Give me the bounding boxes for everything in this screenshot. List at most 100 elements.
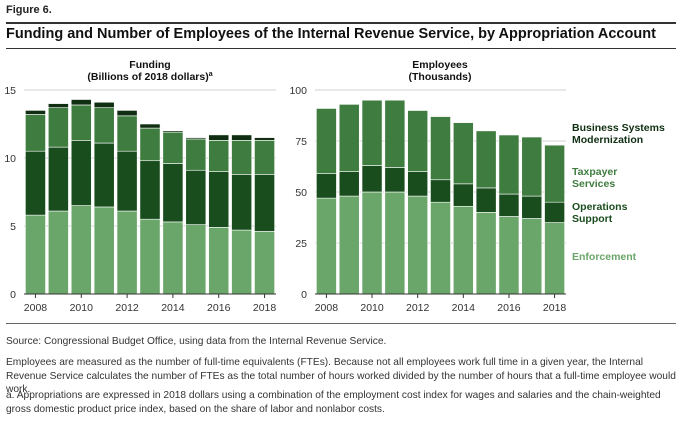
employees-bar-operations-support	[430, 179, 451, 203]
funding-bar-bsm	[139, 123, 161, 129]
funding-bar-taxpayer-services	[70, 104, 92, 141]
funding-bar-operations-support	[139, 160, 161, 220]
legend-label-taxpayer-services: Services	[572, 178, 615, 190]
funding-bar-bsm	[162, 130, 184, 133]
employees-xtick-label: 2016	[497, 302, 521, 314]
funding-xtick-label: 2016	[207, 302, 231, 314]
funding-bar-enforcement	[93, 206, 115, 295]
employees-bar-taxpayer-services	[407, 110, 429, 172]
figure-title: Funding and Number of Employees of the I…	[6, 26, 656, 42]
employees-bar-bsm	[498, 133, 520, 136]
funding-bar-taxpayer-services	[116, 115, 138, 152]
funding-bar-enforcement	[254, 231, 275, 295]
funding-chart-title: Funding	[129, 59, 170, 71]
employees-bar-taxpayer-services	[544, 144, 565, 203]
employees-bar-taxpayer-services	[430, 116, 451, 181]
employees-bar-bsm	[338, 103, 360, 105]
legend-label-bsm: Modernization	[572, 134, 643, 146]
employees-bar-bsm	[384, 99, 406, 101]
employees-bar-enforcement	[384, 191, 406, 295]
funding-bar-enforcement	[231, 229, 253, 295]
employees-bar-enforcement	[338, 195, 360, 295]
employees-bar-enforcement	[498, 216, 520, 295]
funding-bar-enforcement	[47, 210, 69, 295]
employees-bar-operations-support	[452, 183, 474, 207]
footnote-a: a. Appropriations are expressed in 2018 …	[6, 390, 661, 415]
funding-bar-enforcement	[25, 214, 46, 295]
notes-rule	[6, 323, 676, 324]
employees-bar-operations-support	[544, 201, 565, 223]
employees-bar-enforcement	[361, 191, 383, 295]
funding-chart-subtitle: (Billions of 2018 dollars)a	[87, 71, 212, 83]
employees-bar-taxpayer-services	[338, 103, 360, 172]
legend-label-enforcement: Enforcement	[572, 251, 637, 263]
employees-bar-operations-support	[384, 167, 406, 193]
funding-bar-enforcement	[139, 218, 161, 295]
funding-bar-taxpayer-services	[162, 131, 184, 164]
funding-bar-taxpayer-services	[208, 140, 230, 172]
funding-bar-operations-support	[254, 174, 275, 232]
employees-chart-title: Employees	[412, 59, 468, 71]
employees-xtick-label: 2008	[315, 302, 339, 314]
funding-bar-bsm	[25, 110, 46, 115]
funding-bar-bsm	[185, 137, 207, 140]
funding-bar-enforcement	[116, 210, 138, 295]
employees-bar-taxpayer-services	[361, 99, 383, 166]
funding-xtick-label: 2008	[24, 302, 48, 314]
funding-bar-operations-support	[185, 169, 207, 225]
funding-bar-operations-support	[47, 146, 69, 212]
funding-ytick-label: 5	[10, 221, 16, 233]
funding-bar-taxpayer-services	[231, 140, 253, 175]
funding-bar-taxpayer-services	[254, 140, 275, 175]
funding-ytick-label: 15	[4, 85, 16, 97]
funding-xtick-label: 2014	[161, 302, 185, 314]
source-note: Source: Congressional Budget Office, usi…	[6, 336, 387, 347]
funding-bar-bsm	[254, 137, 275, 141]
funding-bar-bsm	[208, 134, 230, 141]
employees-note: Employees are measured as the number of …	[6, 357, 676, 395]
employees-bar-taxpayer-services	[475, 130, 497, 189]
funding-bar-enforcement	[162, 221, 184, 295]
employees-bar-operations-support	[475, 187, 497, 213]
employees-xtick-label: 2010	[360, 302, 384, 314]
funding-bar-bsm	[231, 134, 253, 141]
legend-label-operations-support: Support	[572, 213, 613, 225]
employees-ytick-label: 0	[301, 289, 307, 301]
employees-bar-bsm	[361, 99, 383, 101]
employees-bar-operations-support	[316, 173, 337, 199]
funding-bar-operations-support	[93, 142, 115, 208]
employees-xtick-label: 2018	[543, 302, 567, 314]
funding-bar-operations-support	[231, 174, 253, 231]
employees-ytick-label: 75	[295, 136, 307, 148]
employees-bar-enforcement	[475, 212, 497, 295]
employees-bar-operations-support	[498, 193, 520, 217]
title-top-rule	[6, 22, 676, 24]
employees-xtick-label: 2012	[406, 302, 430, 314]
funding-bar-operations-support	[25, 150, 46, 216]
employees-bar-operations-support	[407, 171, 429, 197]
funding-bar-taxpayer-services	[139, 127, 161, 162]
charts-svg: Funding(Billions of 2018 dollars)a 0 5 10 15…	[4, 59, 665, 314]
legend-label-bsm: Business Systems	[572, 122, 665, 134]
funding-bar-bsm	[93, 101, 115, 108]
employees-bar-bsm	[316, 107, 337, 109]
employees-ytick-label: 50	[295, 187, 307, 199]
employees-bar-bsm	[430, 115, 451, 117]
employees-bar-enforcement	[544, 222, 565, 295]
funding-bar-enforcement	[208, 227, 230, 295]
employees-bar-enforcement	[316, 197, 337, 295]
employees-bar-bsm	[475, 129, 497, 132]
employees-bar-enforcement	[521, 218, 543, 295]
funding-bar-operations-support	[162, 163, 184, 223]
legend-label-operations-support: Operations	[572, 201, 628, 213]
funding-bar-operations-support	[208, 171, 230, 228]
funding-bar-operations-support	[70, 140, 92, 206]
employees-bar-enforcement	[430, 201, 451, 295]
figure-label: Figure 6.	[6, 4, 52, 16]
employees-bar-bsm	[407, 109, 429, 111]
employees-bar-taxpayer-services	[316, 108, 337, 174]
funding-superscript: a	[209, 71, 213, 78]
title-bottom-rule	[6, 48, 676, 49]
funding-bar-taxpayer-services	[93, 107, 115, 144]
funding-bar-bsm	[47, 103, 69, 108]
